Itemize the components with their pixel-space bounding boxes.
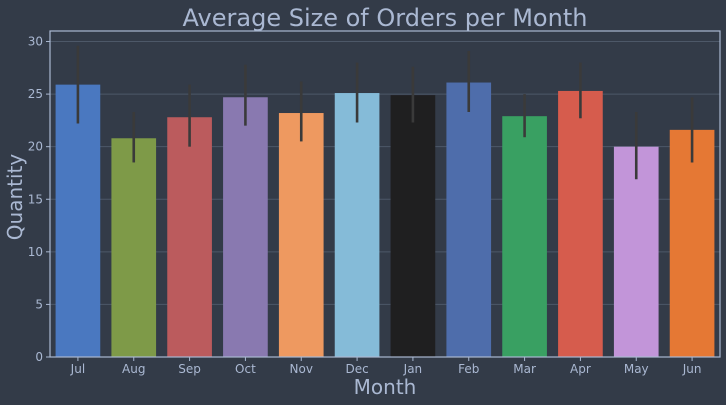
x-tick-label: Nov xyxy=(290,362,313,376)
bars xyxy=(55,82,715,358)
bar-jan xyxy=(390,95,436,358)
y-tick-label: 15 xyxy=(28,192,43,206)
y-axis-label: Quantity xyxy=(3,154,27,241)
bar-mar xyxy=(502,116,547,357)
y-tick-label: 25 xyxy=(28,87,43,101)
chart-title: Average Size of Orders per Month xyxy=(183,4,588,32)
x-tick-label: Sep xyxy=(178,362,201,376)
x-tick-label: Dec xyxy=(345,362,368,376)
grid-lines xyxy=(50,41,720,358)
bar-jul xyxy=(55,84,101,357)
x-tick-label: Feb xyxy=(458,362,479,376)
x-tick-label: Jun xyxy=(682,362,702,376)
bar-dec xyxy=(334,93,380,357)
y-tick-label: 10 xyxy=(28,245,43,259)
y-tick-label: 20 xyxy=(28,140,43,154)
x-tick-label: Jan xyxy=(403,362,423,376)
y-tick-label: 30 xyxy=(28,35,43,49)
x-tick-label: Jul xyxy=(70,362,85,376)
x-axis-label: Month xyxy=(354,375,417,399)
y-tick-label: 5 xyxy=(35,297,43,311)
error-bars xyxy=(76,45,694,180)
plot-frame xyxy=(49,30,721,358)
bar-nov xyxy=(278,113,324,357)
bar-feb xyxy=(446,82,492,358)
x-tick-label: May xyxy=(624,362,649,376)
bar-aug xyxy=(111,138,157,357)
bar-may xyxy=(613,146,659,357)
bar-apr xyxy=(558,90,603,358)
bar-sep xyxy=(167,117,212,357)
x-tick-label: Mar xyxy=(513,362,536,376)
x-tick-label: Apr xyxy=(570,362,591,376)
bar-jun xyxy=(669,129,715,357)
y-ticks: 0 5 10 15 20 25 30 xyxy=(28,35,50,364)
x-tick-label: Oct xyxy=(235,362,256,376)
bar-oct xyxy=(223,97,268,357)
x-tick-label: Aug xyxy=(122,362,145,376)
y-tick-label: 0 xyxy=(35,350,43,364)
x-ticks: Jul Aug Sep Oct Nov Dec Jan Feb Mar Apr May Jun xyxy=(70,357,702,376)
